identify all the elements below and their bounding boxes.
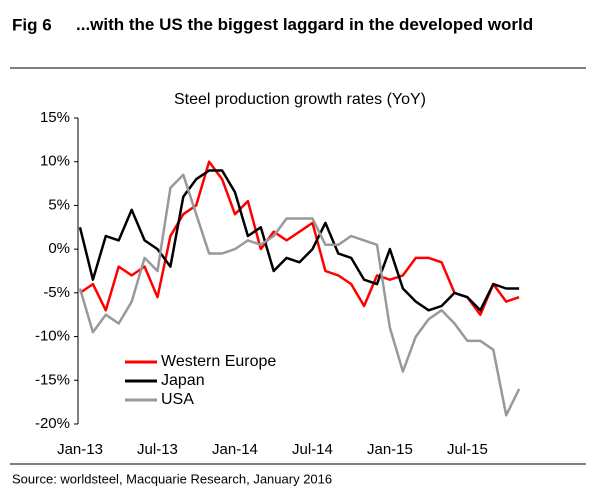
x-tick-label: Jul-14 xyxy=(292,441,333,458)
legend-label: Western Europe xyxy=(161,353,276,370)
y-tick-label: -10% xyxy=(35,328,70,345)
legend-label: Japan xyxy=(161,372,205,389)
fig-title: ...with the US the biggest laggard in th… xyxy=(76,15,533,34)
series-line xyxy=(79,160,520,316)
x-tick-label: Jan-13 xyxy=(57,441,103,458)
source: Source: worldsteel, Macquarie Research, … xyxy=(12,471,332,486)
y-tick-label: 0% xyxy=(48,240,70,257)
y-tick-label: 5% xyxy=(48,196,70,213)
y-tick-label: -5% xyxy=(43,284,70,301)
series-line xyxy=(78,169,520,312)
legend-label: USA xyxy=(161,391,194,408)
y-tick-label: 10% xyxy=(40,153,70,170)
y-tick-label: -15% xyxy=(35,371,70,388)
x-tick-label: Jul-13 xyxy=(137,441,178,458)
y-tick-label: 15% xyxy=(40,109,70,126)
series-line xyxy=(78,173,521,417)
x-tick-label: Jan-15 xyxy=(367,441,413,458)
x-tick-label: Jan-14 xyxy=(212,441,258,458)
chart-title: Steel production growth rates (YoY) xyxy=(174,91,426,108)
x-tick-label: Jul-15 xyxy=(447,441,488,458)
y-tick-label: -20% xyxy=(35,415,70,432)
fig-number: Fig 6 xyxy=(12,15,52,34)
